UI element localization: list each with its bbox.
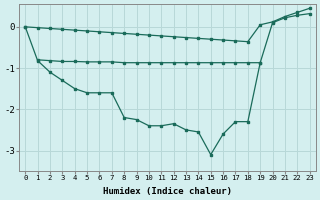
X-axis label: Humidex (Indice chaleur): Humidex (Indice chaleur) — [103, 187, 232, 196]
